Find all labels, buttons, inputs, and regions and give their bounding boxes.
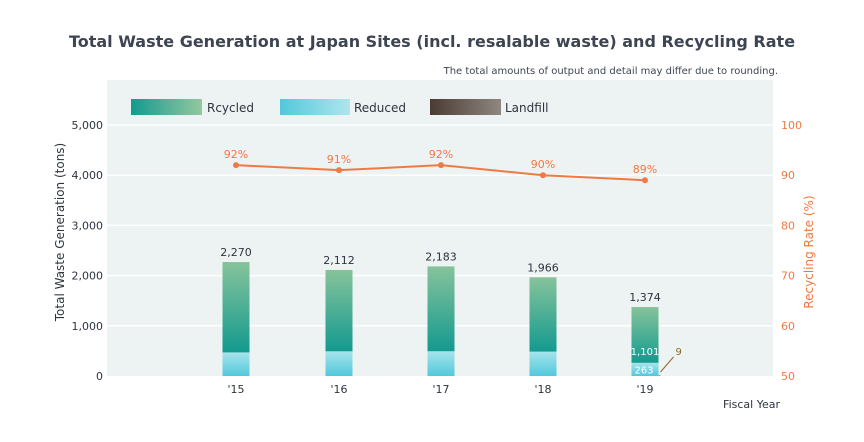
legend: Rcycled Reduced Landfill [131, 99, 549, 115]
bar-recycled [223, 262, 250, 352]
recycling-rate-label: 92% [429, 148, 453, 161]
x-axis-label: Fiscal Year [723, 398, 780, 411]
recycling-rate-label: 91% [327, 153, 351, 166]
bar-reduced [326, 351, 353, 376]
y-axis-left: 0 1,000 2,000 3,000 4,000 5,000 [72, 119, 104, 383]
chart-note: The total amounts of output and detail m… [443, 66, 778, 77]
y-axis-right: 50 60 70 80 90 100 [781, 119, 802, 383]
legend-label-landfill: Landfill [505, 101, 549, 115]
bar-total-label: 2,183 [425, 250, 457, 263]
bar-total-label: 2,270 [220, 246, 252, 259]
x-tick-label: '16 [330, 383, 347, 396]
bar-reduced [223, 352, 250, 376]
bar-total-label: 1,374 [629, 291, 661, 304]
legend-label-recycled: Rcycled [207, 101, 254, 115]
recycling-rate-label: 92% [224, 148, 248, 161]
x-tick-label: '17 [432, 383, 449, 396]
recycling-rate-point [336, 167, 342, 173]
legend-label-reduced: Reduced [354, 101, 406, 115]
x-axis: '15 '16 '17 '18 '19 [227, 383, 653, 396]
y2-tick-label: 60 [781, 320, 795, 333]
bar-recycled [530, 277, 557, 351]
x-tick-label: '15 [227, 383, 244, 396]
recycling-rate-point [540, 172, 546, 178]
y2-tick-label: 90 [781, 169, 795, 182]
y2-tick-label: 70 [781, 270, 795, 283]
bar-reduced [530, 352, 557, 376]
bar-recycled [428, 266, 455, 351]
bar-reduced [428, 351, 455, 376]
recycling-rate-label: 90% [531, 158, 555, 171]
recycling-rate-point [642, 177, 648, 183]
segment-label-landfill: 9 [676, 347, 682, 358]
legend-swatch-reduced [280, 99, 350, 115]
y-tick-label: 3,000 [72, 219, 104, 232]
bar-recycled [326, 270, 353, 351]
y-tick-label: 2,000 [72, 270, 104, 283]
recycling-rate-point [438, 162, 444, 168]
bar-total-label: 2,112 [323, 254, 355, 267]
x-tick-label: '19 [636, 383, 653, 396]
recycling-rate-point [233, 162, 239, 168]
y-axis-label-left: Total Waste Generation (tons) [53, 143, 67, 322]
y-tick-label: 0 [96, 370, 103, 383]
recycling-rate-label: 89% [633, 163, 657, 176]
y-tick-label: 5,000 [72, 119, 104, 132]
chart-title: Total Waste Generation at Japan Sites (i… [69, 32, 795, 51]
x-tick-label: '18 [534, 383, 551, 396]
legend-swatch-recycled [131, 99, 202, 115]
segment-label-recycled: 1,101 [631, 347, 660, 358]
y2-tick-label: 80 [781, 219, 795, 232]
y2-tick-label: 100 [781, 119, 802, 132]
bar-total-label: 1,966 [527, 261, 559, 274]
segment-label-reduced: 263 [634, 365, 653, 376]
y-axis-label-right: Recycling Rate (%) [802, 195, 816, 308]
y-tick-label: 1,000 [72, 320, 104, 333]
legend-swatch-landfill [430, 99, 501, 115]
y2-tick-label: 50 [781, 370, 795, 383]
y-tick-label: 4,000 [72, 169, 104, 182]
